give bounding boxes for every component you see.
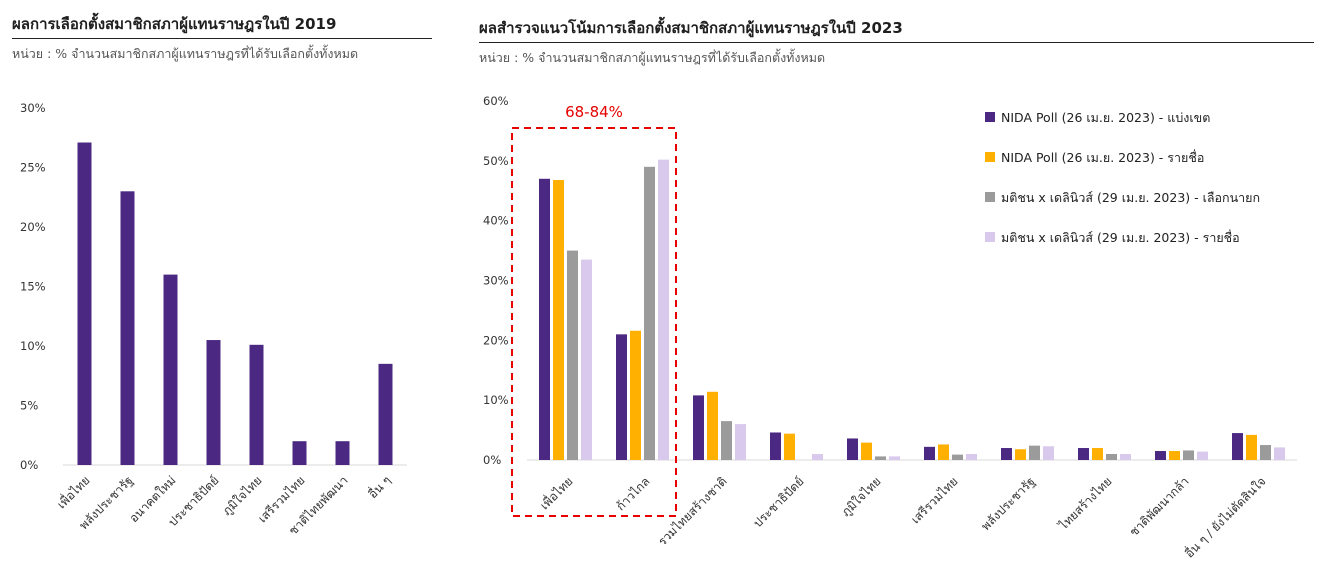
right-bar-series-4: [1120, 454, 1131, 460]
legend-swatch: [985, 112, 995, 122]
right-bar-series-4: [658, 159, 669, 461]
right-y-tick-label: 60%: [483, 94, 509, 108]
right-bar-series-3: [644, 166, 655, 461]
left-chart-subtitle: หน่วย : % จำนวนสมาชิกสภาผู้แทนราษฎรที่ได…: [12, 46, 359, 61]
right-bar-series-1: [924, 446, 935, 460]
right-bar-series-2: [1015, 449, 1026, 460]
right-bar-series-3: [1183, 450, 1194, 460]
right-bar-series-1: [1001, 448, 1012, 460]
right-bar-series-1: [847, 438, 858, 460]
left-y-tick-label: 0%: [20, 458, 38, 472]
legend-swatch: [985, 152, 995, 162]
left-y-tick-label: 25%: [20, 161, 46, 175]
legend-label: มติชน x เดลินิวส์ (29 เม.ย. 2023) - เลือ…: [1001, 190, 1260, 205]
right-y-tick-label: 50%: [483, 154, 509, 168]
right-bar-series-2: [707, 391, 718, 460]
left-bar: [77, 142, 92, 465]
right-bar-series-2: [630, 330, 641, 460]
left-x-tick-label: อื่น ๆ: [364, 472, 393, 501]
right-y-tick-label: 30%: [483, 274, 509, 288]
left-bar: [163, 274, 178, 465]
right-bar-series-2: [861, 442, 872, 460]
legend-label: NIDA Poll (26 เม.ย. 2023) - รายชื่อ: [1001, 149, 1204, 165]
right-bar-series-2: [938, 444, 949, 460]
right-bar-series-4: [735, 424, 746, 460]
right-bar-series-1: [693, 395, 704, 460]
right-bar-series-1: [770, 432, 781, 460]
left-y-tick-label: 15%: [20, 280, 46, 294]
left-y-tick-label: 5%: [20, 399, 38, 413]
right-bar-series-3: [721, 421, 732, 460]
legend-swatch: [985, 192, 995, 202]
right-title-rule: [479, 42, 1314, 43]
legend-label: มติชน x เดลินิวส์ (29 เม.ย. 2023) - รายช…: [1001, 229, 1240, 245]
left-bar: [206, 340, 221, 465]
right-bar-series-4: [581, 259, 592, 460]
right-y-tick-label: 20%: [483, 333, 509, 347]
right-x-tick-label: เสรีรวมไทย: [908, 474, 960, 526]
left-bar: [378, 363, 393, 465]
right-bar-series-3: [952, 454, 963, 460]
right-bar-series-4: [1197, 451, 1208, 460]
right-bar-series-4: [966, 454, 977, 460]
right-x-tick-label: อื่น ๆ / ยังไม่ตัดสินใจ: [1181, 473, 1269, 561]
right-bar-series-2: [1092, 448, 1103, 460]
right-bar-series-2: [553, 179, 564, 461]
right-x-tick-label: ก้าวไกล: [613, 474, 652, 513]
right-bar-series-2: [1246, 434, 1257, 460]
left-bar: [120, 191, 135, 466]
legend-swatch: [985, 232, 995, 242]
right-bar-series-1: [616, 334, 627, 460]
right-bar-series-3: [875, 456, 886, 460]
right-bar-series-1: [1155, 451, 1166, 460]
right-bar-series-3: [1106, 454, 1117, 460]
right-bar-series-4: [1043, 446, 1054, 460]
right-x-tick-label: ภูมิใจไทย: [839, 474, 885, 520]
legend-label: NIDA Poll (26 เม.ย. 2023) - แบ่งเขต: [1001, 110, 1210, 125]
annotation-label: 68-84%: [565, 103, 623, 121]
right-x-tick-label: ไทยสร้างไทย: [1056, 474, 1115, 533]
right-y-tick-label: 0%: [483, 453, 501, 467]
right-x-tick-label: รวมไทยสร้างชาติ: [655, 474, 729, 548]
right-bar-series-4: [812, 454, 823, 460]
left-y-tick-label: 20%: [20, 220, 46, 234]
right-bar-series-1: [539, 178, 550, 461]
left-bar: [292, 441, 307, 465]
right-chart-title: ผลสำรวจแนวโน้มการเลือกตั้งสมาชิกสภาผู้แท…: [479, 19, 903, 37]
right-x-tick-label: ประชาธิปัตย์: [751, 474, 807, 530]
right-bar-series-3: [1260, 445, 1271, 460]
left-bar: [335, 441, 350, 465]
left-y-tick-label: 10%: [20, 339, 46, 353]
right-y-tick-label: 10%: [483, 393, 509, 407]
right-x-tick-label: เพื่อไทย: [536, 473, 576, 513]
left-y-tick-label: 30%: [20, 101, 46, 115]
right-bar-series-1: [1232, 433, 1243, 460]
right-bar-series-1: [1078, 448, 1089, 460]
right-bar-series-3: [1029, 445, 1040, 460]
left-bar: [249, 344, 264, 465]
right-bar-series-3: [567, 250, 578, 460]
right-x-tick-label: พลังประชารัฐ: [979, 474, 1038, 533]
right-bar-series-4: [1274, 447, 1285, 460]
right-x-tick-label: ชาติพัฒนากล้า: [1127, 474, 1192, 539]
right-bar-series-2: [784, 433, 795, 460]
left-x-tick-label: เพื่อไทย: [53, 472, 93, 512]
right-bar-series-2: [1169, 451, 1180, 460]
right-y-tick-label: 40%: [483, 214, 509, 228]
right-bar-series-4: [889, 456, 900, 460]
left-chart-title: ผลการเลือกตั้งสมาชิกสภาผู้แทนราษฎรในปี 2…: [12, 15, 337, 33]
left-title-rule: [12, 38, 432, 39]
right-chart-subtitle: หน่วย : % จำนวนสมาชิกสภาผู้แทนราษฎรที่ได…: [479, 50, 826, 65]
